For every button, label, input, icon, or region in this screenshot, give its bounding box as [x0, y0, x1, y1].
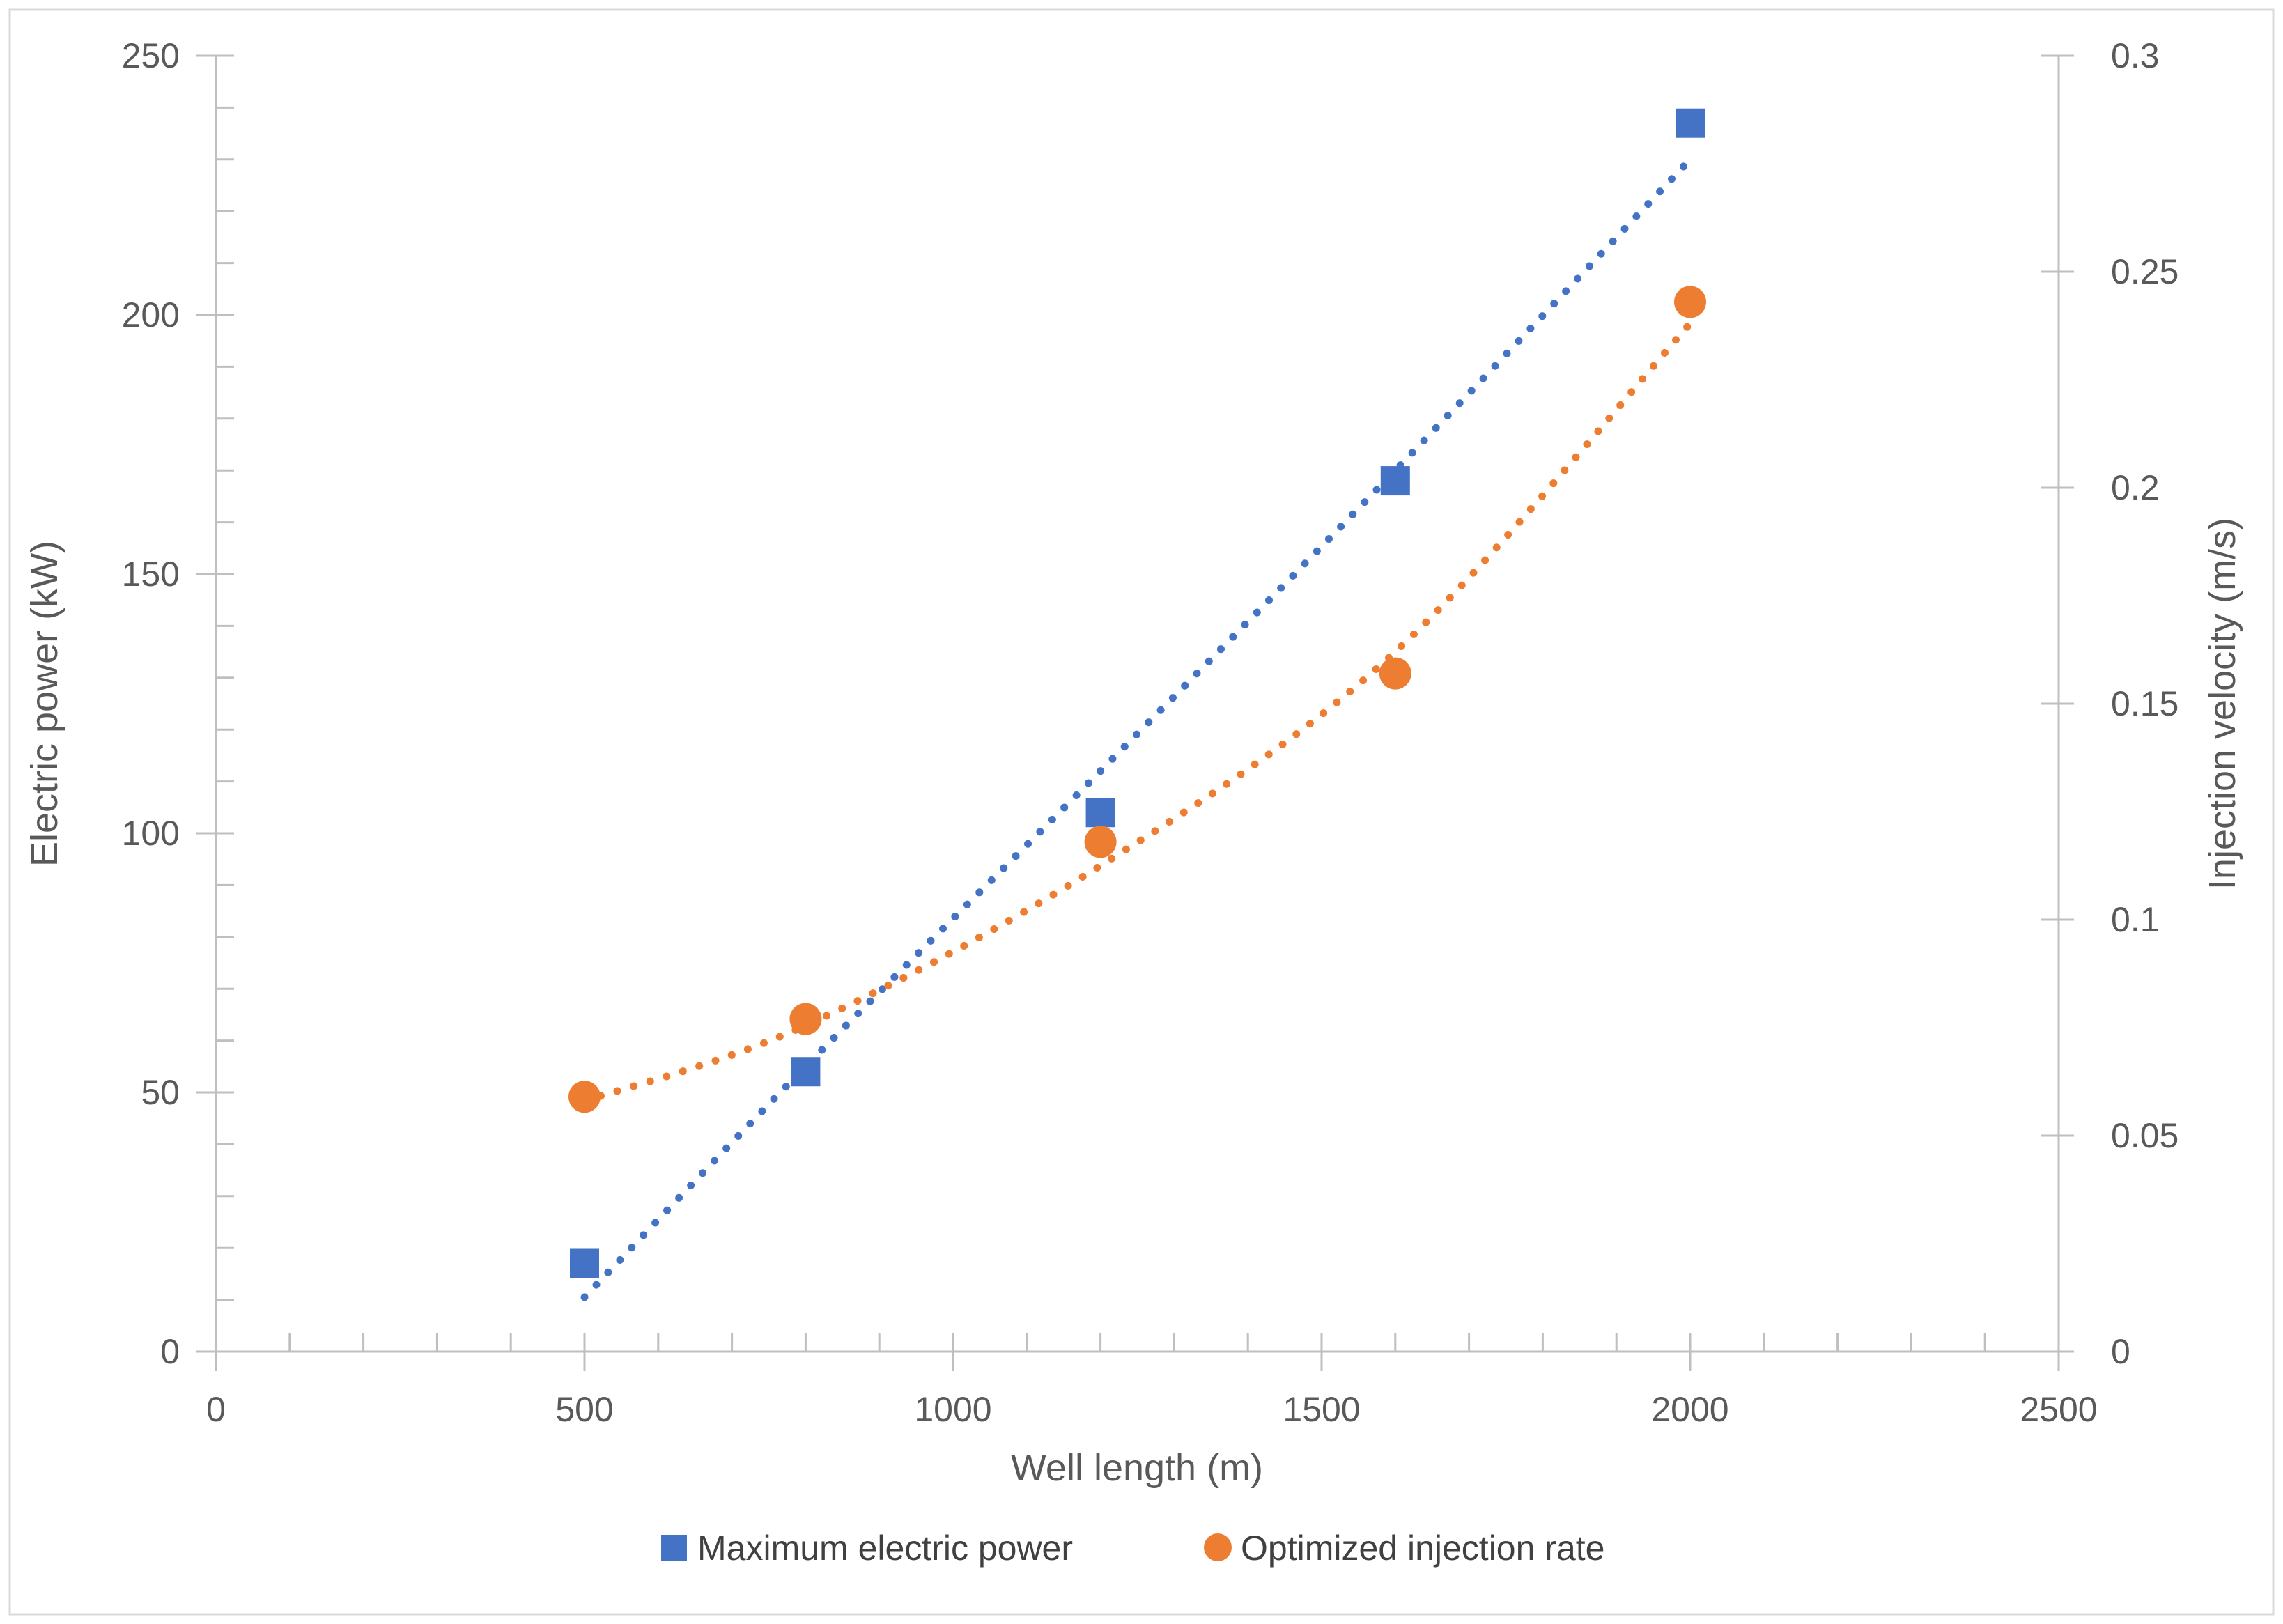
left-tick-label: 50: [141, 1073, 180, 1112]
left-axis-title: Electric power (kW): [24, 541, 65, 867]
legend-label-power: Maximum electric power: [697, 1529, 1073, 1568]
power-trendline: [580, 155, 1694, 1301]
x-tick-label: 1000: [914, 1390, 991, 1429]
legend: Maximum electric power Optimized injecti…: [661, 1529, 1604, 1568]
right-tick-label: 0.05: [2111, 1116, 2178, 1155]
power-marker: [791, 1057, 821, 1087]
chart-border: [8, 8, 2275, 1616]
left-tick-label: 100: [122, 814, 180, 853]
left-tick-label: 250: [122, 36, 180, 75]
rate-marker: [1379, 657, 1411, 690]
rate-marker: [568, 1081, 601, 1113]
left-tick-label: 0: [160, 1332, 180, 1371]
left-tick-label: 200: [122, 295, 180, 334]
rate-marker: [789, 1003, 822, 1035]
plot-area: 0 500 1000 1500 2000 250005010015020025000.05…: [122, 36, 2179, 1429]
x-tick-label: 0: [206, 1390, 226, 1429]
x-tick-label: 2000: [1651, 1390, 1728, 1429]
x-tick-label: 500: [555, 1390, 613, 1429]
right-axis-title: Injection velocity (m/s): [2201, 518, 2243, 890]
rate-marker: [1084, 826, 1117, 858]
legend-marker-square: [661, 1535, 687, 1561]
right-tick-label: 0.1: [2111, 900, 2160, 939]
x-tick-label: 2500: [2020, 1390, 2097, 1429]
left-tick-label: 150: [122, 555, 180, 594]
power-marker: [1380, 466, 1410, 496]
right-tick-label: 0.2: [2111, 468, 2160, 507]
right-tick-label: 0: [2111, 1332, 2130, 1371]
rate-marker: [1674, 286, 1706, 318]
legend-label-rate: Optimized injection rate: [1241, 1529, 1604, 1568]
x-tick-label: 1500: [1283, 1390, 1360, 1429]
power-marker: [570, 1248, 599, 1278]
x-axis-title: Well length (m): [1011, 1447, 1263, 1489]
right-tick-label: 0.25: [2111, 252, 2178, 291]
right-tick-label: 0.15: [2111, 684, 2178, 723]
power-marker: [1676, 108, 1705, 138]
rate-trendline: [580, 319, 1694, 1105]
power-marker: [1085, 798, 1115, 828]
legend-marker-circle: [1204, 1533, 1232, 1561]
right-tick-label: 0.3: [2111, 36, 2160, 75]
